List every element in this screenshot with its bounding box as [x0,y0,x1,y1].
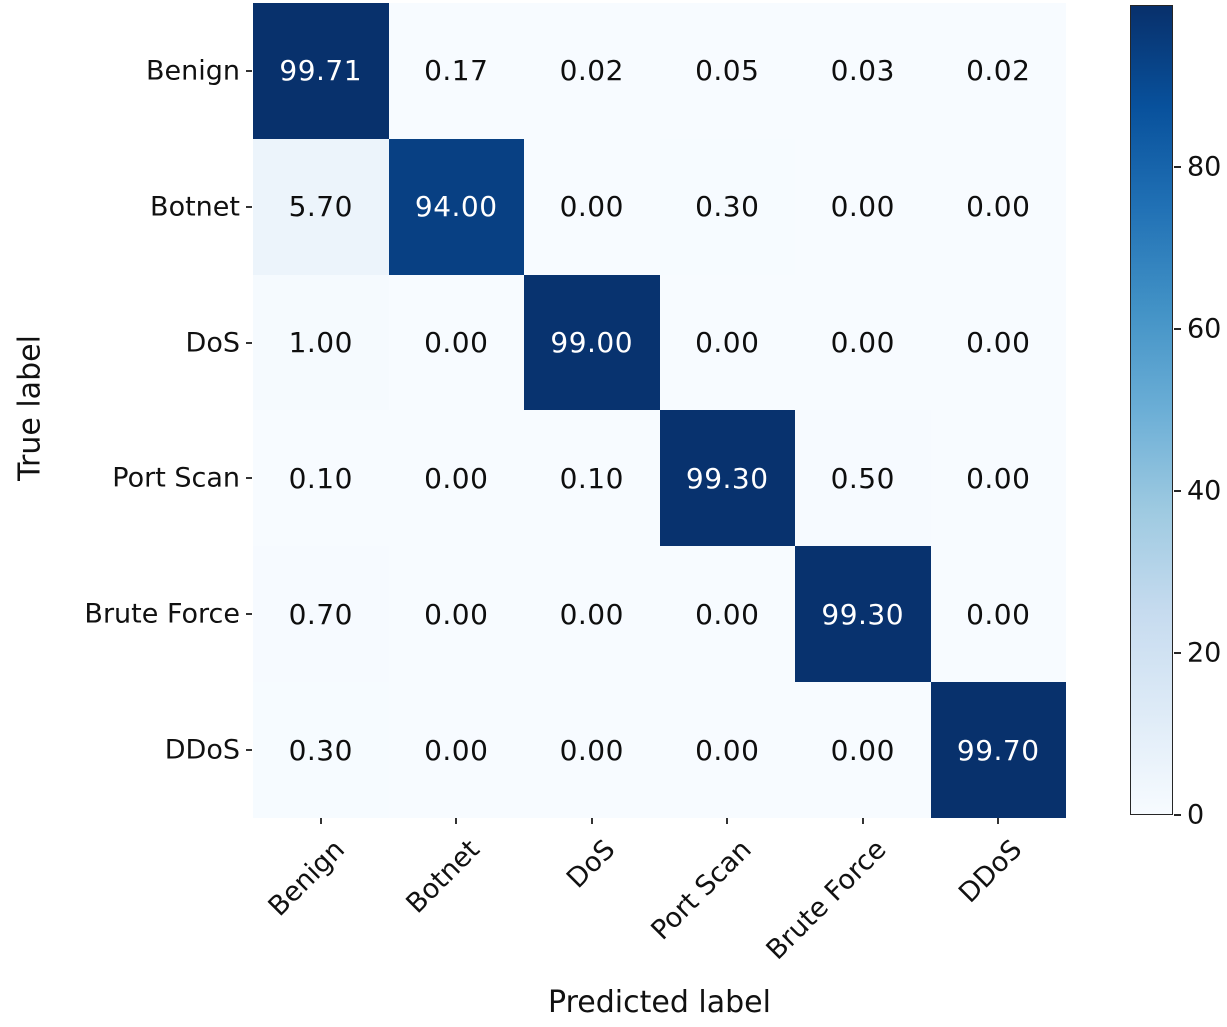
y-tick-label-dos: DoS [185,327,240,359]
heatmap-cell-ddos-dos: 0.00 [524,682,660,818]
y-tick-mark [246,69,252,72]
heatmap-cell-ddos-brute-force: 0.00 [795,682,931,818]
heatmap-cell-port-scan-dos: 0.10 [524,410,660,547]
x-tick-label-brute-force: Brute Force [760,834,893,966]
heatmap-cell-ddos-ddos: 99.70 [930,682,1066,818]
heatmap-cell-dos-ddos: 0.00 [930,274,1066,411]
colorbar-tick-mark [1174,652,1181,654]
heatmap-cell-dos-brute-force: 0.00 [795,274,931,411]
heatmap-cell-botnet-port-scan: 0.30 [659,138,795,275]
heatmap-cell-port-scan-port-scan: 99.30 [659,410,795,547]
heatmap-cell-benign-ddos: 0.02 [930,3,1066,139]
heatmap-cell-benign-brute-force: 0.03 [795,3,931,139]
heatmap-cell-benign-port-scan: 0.05 [659,3,795,139]
heatmap-cell-botnet-botnet: 94.00 [388,138,524,275]
heatmap-cell-benign-dos: 0.02 [524,3,660,139]
y-tick-label-benign: Benign [146,55,240,87]
x-tick-label-benign: Benign [262,834,351,923]
heatmap-cell-brute-force-port-scan: 0.00 [659,546,795,683]
y-tick-mark [246,749,252,752]
heatmap-cell-brute-force-botnet: 0.00 [388,546,524,683]
heatmap-cell-botnet-ddos: 0.00 [930,138,1066,275]
heatmap-cell-brute-force-dos: 0.00 [524,546,660,683]
heatmap-cell-ddos-benign: 0.30 [253,682,389,818]
x-tick-label-ddos: DDoS [953,834,1029,910]
x-tick-mark [590,818,593,824]
y-tick-mark [246,477,252,480]
heatmap-cell-dos-port-scan: 0.00 [659,274,795,411]
heatmap-cell-botnet-brute-force: 0.00 [795,138,931,275]
heatmap-cell-ddos-botnet: 0.00 [388,682,524,818]
x-tick-mark [997,818,1000,824]
confusion-matrix: 99.71 0.17 0.02 0.05 0.03 0.02 5.70 94.00 0.00 0.… [253,3,1066,818]
heatmap-cell-port-scan-botnet: 0.00 [388,410,524,547]
colorbar-tick-label-0: 0 [1187,799,1205,831]
heatmap-cell-botnet-benign: 5.70 [253,138,389,275]
heatmap-cell-benign-benign: 99.71 [253,3,389,139]
heatmap-cell-port-scan-ddos: 0.00 [930,410,1066,547]
heatmap-cell-dos-dos: 99.00 [524,274,660,411]
y-tick-mark [246,205,252,208]
x-tick-mark [455,818,458,824]
x-axis-label: Predicted label [548,985,771,1020]
y-tick-label-brute-force: Brute Force [84,598,240,630]
x-tick-mark [726,818,729,824]
y-tick-mark [246,613,252,616]
colorbar-tick-mark [1174,490,1181,492]
x-tick-mark [319,818,322,824]
heatmap-cell-brute-force-brute-force: 99.30 [795,546,931,683]
y-tick-label-botnet: Botnet [150,191,240,223]
heatmap-cell-benign-botnet: 0.17 [388,3,524,139]
heatmap-cell-port-scan-brute-force: 0.50 [795,410,931,547]
heatmap-cell-dos-benign: 1.00 [253,274,389,411]
heatmap-cell-brute-force-ddos: 0.00 [930,546,1066,683]
y-tick-label-ddos: DDoS [164,734,240,766]
colorbar-tick-label-40: 40 [1187,475,1222,507]
colorbar [1130,5,1173,815]
x-tick-mark [861,818,864,824]
colorbar-tick-mark [1174,814,1181,816]
heatmap-cell-ddos-port-scan: 0.00 [659,682,795,818]
x-tick-label-dos: DoS [561,834,622,895]
y-tick-mark [246,341,252,344]
colorbar-tick-mark [1174,166,1181,168]
y-axis-label: True label [12,335,48,481]
colorbar-tick-label-20: 20 [1187,637,1222,669]
heatmap-cell-botnet-dos: 0.00 [524,138,660,275]
colorbar-tick-label-60: 60 [1187,313,1222,345]
heatmap-cell-brute-force-benign: 0.70 [253,546,389,683]
colorbar-tick-label-80: 80 [1187,151,1222,183]
heatmap-cell-dos-botnet: 0.00 [388,274,524,411]
heatmap-cell-port-scan-benign: 0.10 [253,410,389,547]
y-tick-label-port-scan: Port Scan [112,462,240,494]
x-tick-label-botnet: Botnet [400,834,487,920]
colorbar-tick-mark [1174,328,1181,330]
x-tick-label-port-scan: Port Scan [644,834,758,947]
